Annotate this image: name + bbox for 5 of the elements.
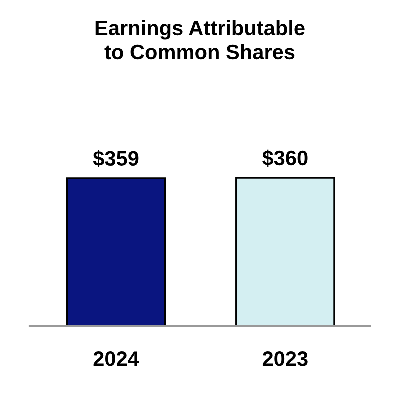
chart-title: Earnings Attributable to Common Shares	[96, 20, 305, 60]
data-label: $359	[93, 150, 139, 168]
x-tick-label: 2023	[262, 352, 308, 366]
data-label: $360	[262, 150, 308, 167]
x-tick-label: 2024	[94, 352, 140, 366]
